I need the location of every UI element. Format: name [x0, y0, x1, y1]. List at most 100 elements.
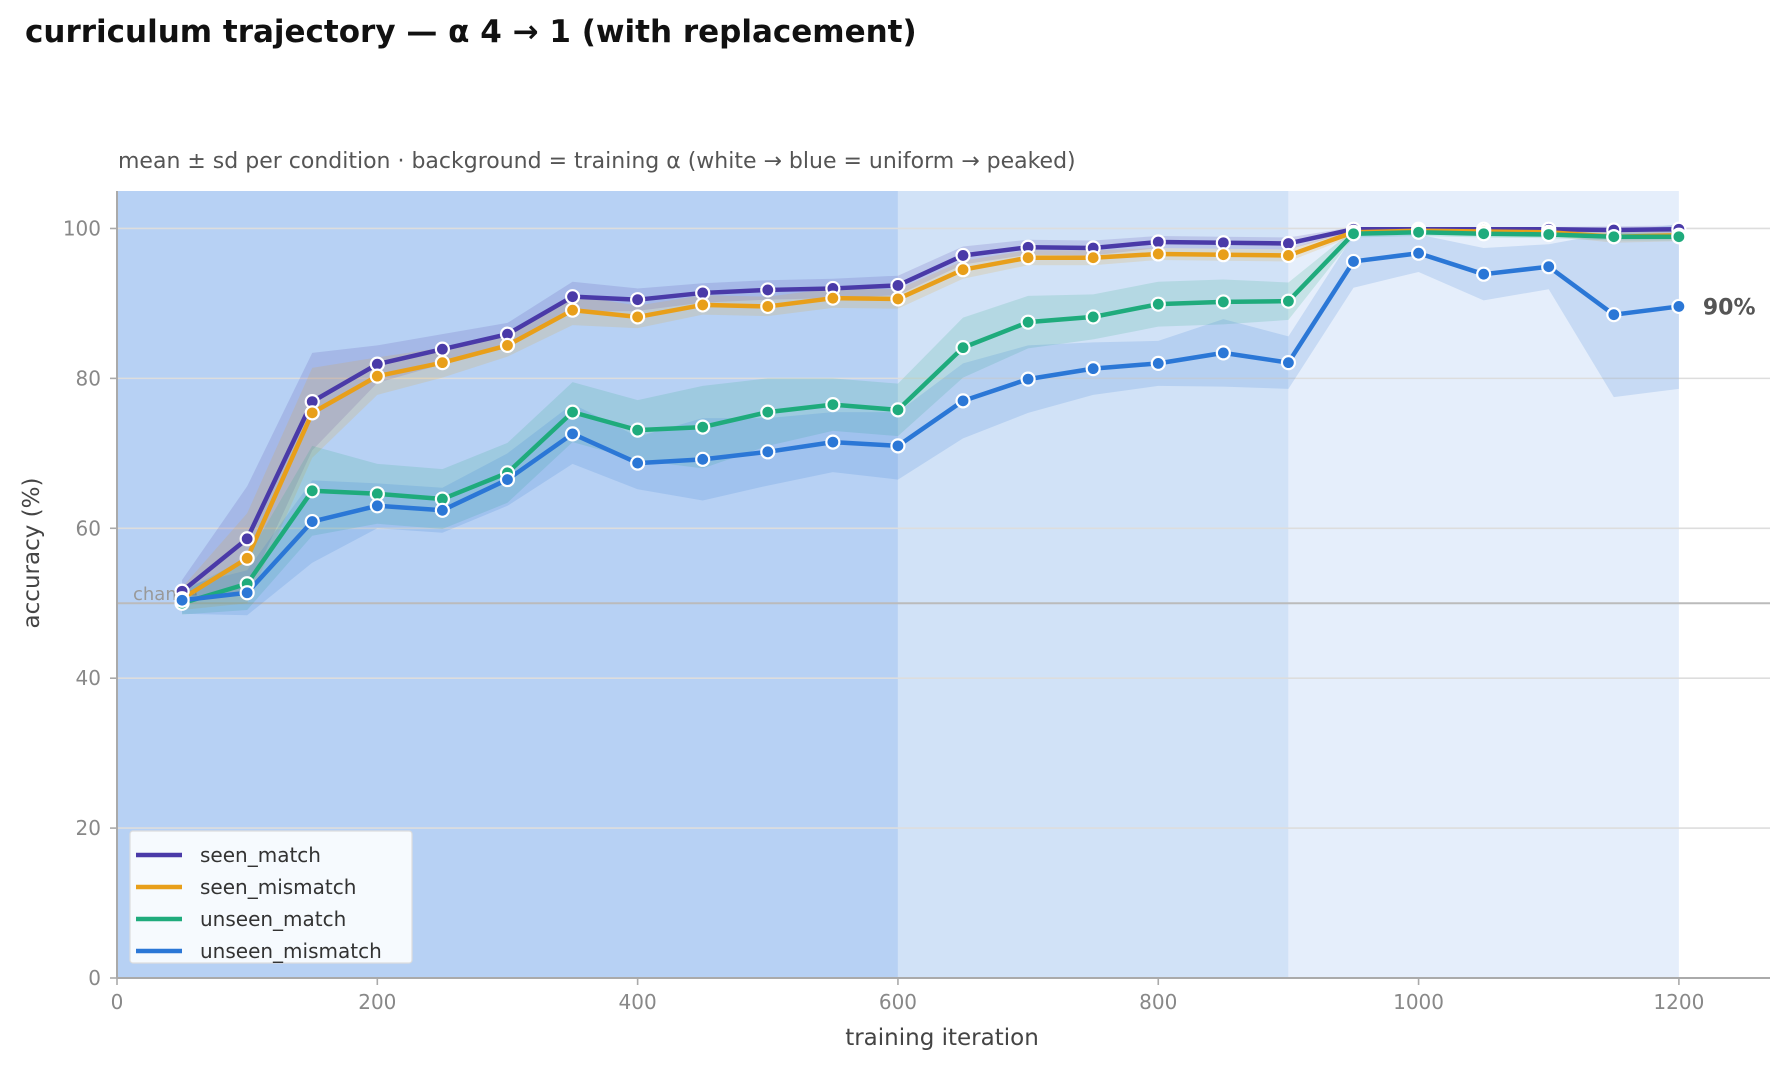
- point-seen_mismatch-800: [1150, 246, 1166, 262]
- point-unseen_match-1150: [1606, 229, 1622, 245]
- point-unseen_mismatch-350: [564, 426, 581, 442]
- point-unseen_mismatch-150: [304, 513, 320, 530]
- point-unseen_match-1200: [1671, 229, 1687, 245]
- point-unseen_mismatch-100: [239, 585, 255, 601]
- point-unseen_mismatch-750: [1085, 361, 1101, 377]
- legend-box: [129, 830, 413, 964]
- legend-label-seen_match: seen_match: [200, 843, 321, 867]
- point-unseen_mismatch-450: [695, 451, 711, 467]
- series-points: [174, 221, 1687, 611]
- x-axis-label: training iteration: [845, 1025, 1039, 1051]
- y-tick-label-20: 20: [76, 816, 101, 840]
- point-unseen_mismatch-1200: [1671, 298, 1687, 315]
- point-seen_mismatch-250: [434, 355, 450, 371]
- point-unseen_match-400: [630, 422, 646, 438]
- x-tick-label-800: 800: [1139, 990, 1177, 1014]
- point-unseen_mismatch-400: [630, 455, 646, 471]
- legend-label-unseen_mismatch: unseen_mismatch: [200, 939, 382, 963]
- point-seen_mismatch-350: [564, 302, 581, 318]
- point-unseen_match-350: [564, 404, 581, 420]
- point-seen_match-400: [630, 292, 646, 308]
- point-seen_match-600: [890, 277, 906, 294]
- legend-label-unseen_match: unseen_match: [200, 907, 346, 931]
- point-unseen_match-600: [890, 402, 906, 418]
- point-unseen_mismatch-200: [369, 498, 385, 514]
- point-unseen_match-550: [825, 397, 841, 413]
- point-unseen_mismatch-550: [825, 434, 841, 450]
- point-unseen_match-950: [1345, 226, 1362, 242]
- x-tick-label-600: 600: [879, 990, 917, 1014]
- point-unseen_match-1050: [1476, 226, 1492, 242]
- point-seen_mismatch-700: [1020, 250, 1036, 266]
- point-seen_mismatch-900: [1280, 247, 1297, 264]
- point-unseen_match-650: [955, 340, 971, 356]
- y-tick-label-80: 80: [76, 366, 101, 390]
- point-unseen_mismatch-900: [1280, 355, 1297, 371]
- point-seen_mismatch-550: [825, 290, 841, 306]
- x-tick-label-1000: 1000: [1393, 990, 1444, 1014]
- point-seen_mismatch-850: [1215, 247, 1231, 263]
- x-tick-label-400: 400: [619, 990, 657, 1014]
- legend-label-seen_mismatch: seen_mismatch: [200, 875, 356, 899]
- point-unseen_match-500: [760, 404, 776, 420]
- point-unseen_mismatch-500: [760, 444, 776, 460]
- point-seen_mismatch-600: [890, 291, 906, 307]
- point-seen_match-500: [760, 282, 776, 298]
- point-unseen_mismatch-50: [174, 592, 190, 608]
- sd-band-seen_mismatch: [182, 227, 1679, 610]
- y-tick-label-100: 100: [63, 216, 101, 240]
- x-tick-label-0: 0: [111, 990, 124, 1014]
- line-unseen_mismatch: [181, 250, 1680, 603]
- point-unseen_match-450: [695, 419, 711, 435]
- point-unseen_match-150: [304, 483, 320, 499]
- point-unseen_mismatch-950: [1345, 253, 1362, 270]
- tick-labels: 0 200 400 600 800 1000 1200 0 20 40 60 80 100: [63, 216, 1705, 1014]
- point-unseen_match-700: [1020, 314, 1036, 330]
- y-tick-label-0: 0: [88, 966, 101, 990]
- point-unseen_mismatch-600: [890, 438, 906, 454]
- y-tick-label-40: 40: [76, 666, 101, 690]
- point-unseen_mismatch-650: [955, 393, 971, 409]
- chart-title: curriculum trajectory — α 4 → 1 (with re…: [25, 14, 917, 50]
- point-unseen_match-850: [1215, 294, 1231, 310]
- point-unseen_mismatch-1000: [1410, 245, 1427, 261]
- point-seen_mismatch-200: [369, 368, 385, 384]
- point-seen_mismatch-100: [239, 550, 255, 566]
- gridlines: [117, 227, 1770, 829]
- point-seen_mismatch-450: [695, 297, 711, 313]
- y-axis-label: accuracy (%): [19, 478, 45, 629]
- point-seen_match-650: [955, 247, 971, 264]
- point-unseen_mismatch-250: [434, 502, 450, 518]
- x-tick-label-1200: 1200: [1653, 990, 1704, 1014]
- point-seen_mismatch-300: [499, 337, 516, 354]
- point-seen_mismatch-750: [1085, 250, 1101, 266]
- point-seen_match-350: [564, 289, 581, 305]
- axes: [110, 191, 1770, 985]
- line-unseen_match: [181, 229, 1679, 606]
- point-unseen_match-900: [1280, 293, 1297, 309]
- point-seen_mismatch-400: [630, 309, 646, 325]
- point-unseen_match-800: [1150, 296, 1166, 312]
- y-tick-label-60: 60: [76, 516, 101, 540]
- point-unseen_mismatch-850: [1215, 345, 1231, 361]
- point-unseen_mismatch-1050: [1476, 266, 1492, 282]
- sd-band-unseen_mismatch: [182, 223, 1679, 616]
- point-unseen_mismatch-300: [499, 471, 516, 488]
- point-seen_mismatch-150: [304, 405, 320, 421]
- point-seen_match-100: [239, 531, 255, 547]
- series-lines: [180, 226, 1680, 606]
- end-annotation: 90%: [1703, 295, 1756, 320]
- point-unseen_match-1100: [1541, 226, 1557, 243]
- point-seen_match-250: [434, 341, 450, 357]
- point-unseen_mismatch-1150: [1606, 307, 1622, 323]
- point-unseen_mismatch-800: [1150, 355, 1166, 371]
- x-tick-label-200: 200: [358, 990, 396, 1014]
- point-unseen_match-1000: [1410, 224, 1427, 240]
- legend: seen_match seen_mismatch unseen_matchunsee…: [129, 830, 413, 964]
- point-seen_mismatch-500: [760, 298, 776, 315]
- point-seen_mismatch-650: [955, 262, 971, 278]
- point-unseen_mismatch-1100: [1541, 259, 1557, 275]
- point-unseen_match-750: [1085, 309, 1101, 325]
- chart-subtitle: mean ± sd per condition · background = t…: [118, 149, 1076, 174]
